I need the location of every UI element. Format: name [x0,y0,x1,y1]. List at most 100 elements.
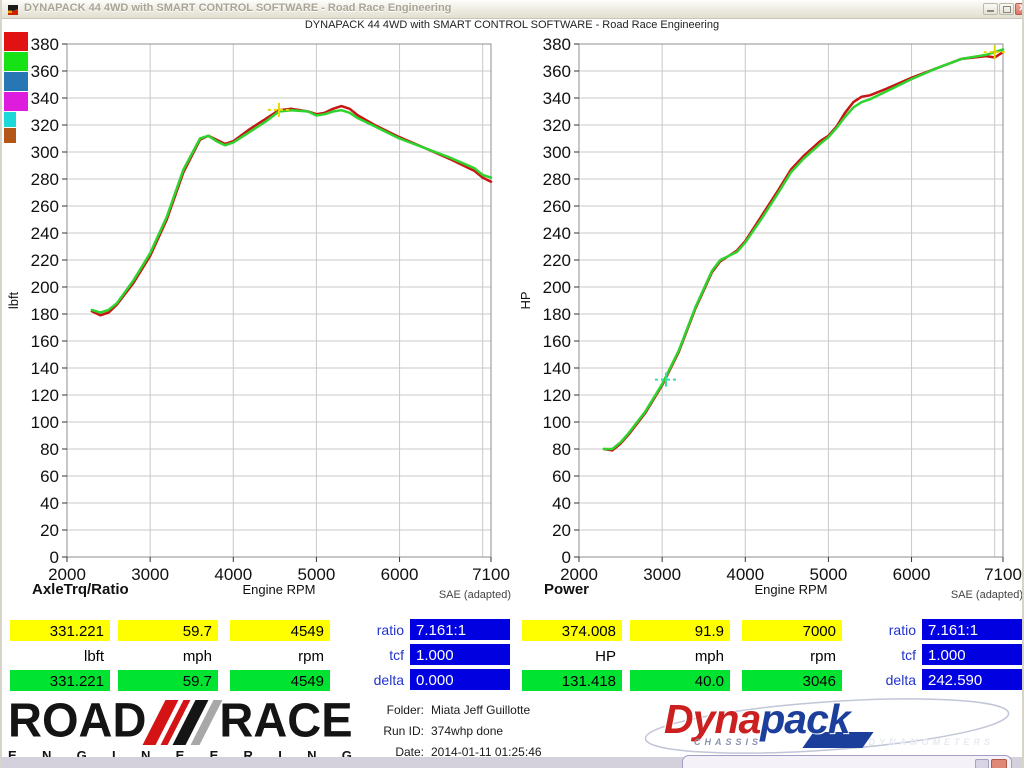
date-label: Date: [395,745,424,759]
svg-text:Engine RPM: Engine RPM [755,582,828,597]
power-chart[interactable]: 0 20 40 60 80 100 120 140 160 180 200 220 240 260 280 3… [514,30,1024,610]
svg-text:40: 40 [552,494,571,513]
roadrace-word-road: ROAD [8,692,147,747]
delta-field[interactable]: 242.590 [922,669,1022,690]
ratio-label: ratio [888,622,916,638]
svg-text:2000: 2000 [48,565,86,584]
folder-label: Folder: [386,703,424,717]
page-title: DYNAPACK 44 4WD with SMART CONTROL SOFTW… [304,19,720,31]
rpm-unit-label: rpm [810,648,836,665]
rpm-unit-label: rpm [298,648,324,665]
run-color-legend[interactable] [4,32,28,143]
marker-power-value: 131.418 [522,670,622,691]
roadrace-word-race: RACE [219,692,353,747]
dynapack-logo: Dynapack CHASSIS DYNAMOMETERS [640,696,1015,756]
svg-text:260: 260 [543,197,571,216]
cursor-rpm-value: 7000 [742,620,842,641]
torque-unit-label: lbft [83,648,104,665]
app-icon [7,3,19,21]
cursor-rpm-value: 4549 [230,620,330,641]
legend-swatch-4[interactable] [4,112,16,127]
legend-swatch-0[interactable] [4,32,28,51]
dynapack-chassis-text: CHASSIS [694,737,763,747]
svg-text:6000: 6000 [893,565,931,584]
svg-text:5000: 5000 [809,565,847,584]
svg-text:20: 20 [552,521,571,540]
tcf-label: tcf [389,647,404,663]
tcf-field[interactable]: 1.000 [410,644,510,665]
desktop-strip [2,757,1022,768]
marker-rpm-value: 4549 [230,670,330,691]
background-window-titlebar[interactable] [682,755,1012,768]
svg-text:300: 300 [31,143,59,162]
legend-swatch-3[interactable] [4,92,28,111]
delta-field[interactable]: 0.000 [410,669,510,690]
svg-text:7100: 7100 [472,565,510,584]
svg-text:340: 340 [31,89,59,108]
runid-label: Run ID: [383,724,424,738]
svg-text:240: 240 [543,224,571,243]
svg-text:60: 60 [552,467,571,486]
svg-text:160: 160 [31,332,59,351]
close-button[interactable]: ✕ [1015,3,1022,15]
svg-text:200: 200 [543,278,571,297]
torque-chart[interactable]: 0 20 40 60 80 100 120 140 160 180 200 220 240 260 280 3… [2,30,514,610]
svg-text:80: 80 [552,440,571,459]
window-titlebar[interactable]: DYNAPACK 44 4WD with SMART CONTROL SOFTW… [2,0,1022,19]
dynapack-dynamometers-text: DYNAMOMETERS [868,737,994,747]
svg-text:140: 140 [31,359,59,378]
svg-text:140: 140 [543,359,571,378]
runid-value: 374whp done [431,724,504,738]
svg-text:380: 380 [31,35,59,54]
speed-unit-label: mph [694,648,724,665]
svg-text:180: 180 [31,305,59,324]
svg-text:0: 0 [50,548,59,567]
svg-text:120: 120 [31,386,59,405]
svg-text:7100: 7100 [984,565,1022,584]
restore-button[interactable] [999,3,1014,15]
logo-stripes [142,699,223,745]
cursor-torque-value: 331.221 [10,620,110,641]
svg-text:Engine RPM: Engine RPM [243,582,316,597]
tcf-field[interactable]: 1.000 [922,644,1022,665]
svg-text:220: 220 [31,251,59,270]
speed-unit-label: mph [182,648,212,665]
run-info-panel: Folder: Miata Jeff Guillotte Run ID: 374wh… [374,703,541,766]
svg-text:3000: 3000 [131,565,169,584]
ratio-field[interactable]: 7.161:1 [410,619,510,640]
svg-text:320: 320 [543,116,571,135]
ratio-label: ratio [376,622,404,638]
svg-text:3000: 3000 [643,565,681,584]
svg-text:300: 300 [543,143,571,162]
tcf-label: tcf [901,647,916,663]
svg-text:lbft: lbft [6,291,21,309]
minimize-button[interactable] [983,3,998,15]
background-window-close-button[interactable] [991,759,1007,768]
cursor-power-value: 374.008 [522,620,622,641]
cursor-speed-value: 91.9 [630,620,730,641]
svg-text:5000: 5000 [297,565,335,584]
legend-swatch-2[interactable] [4,72,28,91]
delta-label: delta [373,672,404,688]
marker-speed-value: 59.7 [118,670,218,691]
legend-swatch-5[interactable] [4,128,16,143]
legend-swatch-1[interactable] [4,52,28,71]
svg-text:160: 160 [543,332,571,351]
ratio-field[interactable]: 7.161:1 [922,619,1022,640]
svg-text:200: 200 [31,278,59,297]
background-window-button[interactable] [975,759,989,768]
svg-text:260: 260 [31,197,59,216]
svg-text:360: 360 [543,62,571,81]
svg-text:280: 280 [31,170,59,189]
marker-rpm-value: 3046 [742,670,842,691]
delta-label: delta [885,672,916,688]
svg-text:100: 100 [543,413,571,432]
svg-text:180: 180 [543,305,571,324]
svg-text:120: 120 [543,386,571,405]
svg-text:20: 20 [40,521,59,540]
svg-text:340: 340 [543,89,571,108]
folder-value: Miata Jeff Guillotte [431,703,531,717]
svg-text:SAE (adapted): SAE (adapted) [439,589,511,601]
